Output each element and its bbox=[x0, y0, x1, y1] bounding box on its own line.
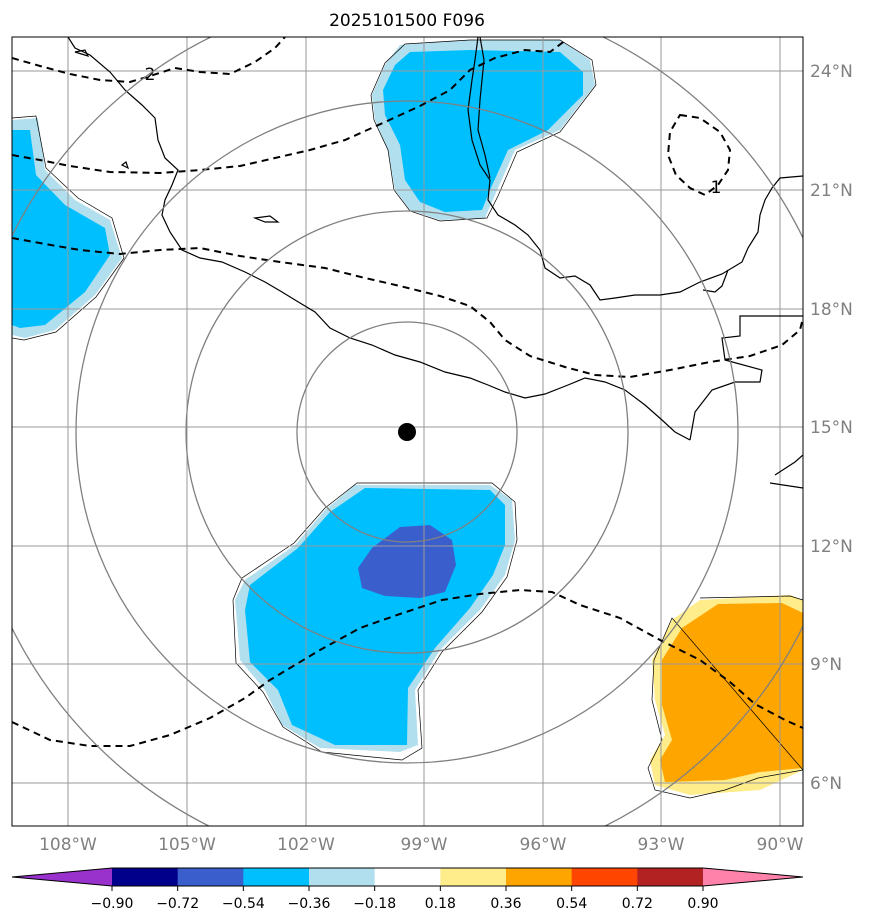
contour-label-2: 2 bbox=[145, 65, 156, 85]
map-frame bbox=[11, 36, 804, 827]
shaded-regions bbox=[12, 39, 803, 799]
colorbar-tick-label: 0.72 bbox=[622, 896, 653, 912]
figure-title: 2025101500 F096 bbox=[329, 11, 485, 31]
lon-label: 108°W bbox=[39, 835, 97, 855]
anomaly-region-southeast-core bbox=[660, 603, 803, 782]
anomaly-region-west-core bbox=[12, 130, 110, 328]
anomaly-region-north-core bbox=[383, 50, 583, 212]
colorbar: −0.90 −0.72 −0.54 −0.36 −0.18 0.18 0.36 0.54 0.7… bbox=[11, 867, 804, 912]
colorbar-extend-low bbox=[12, 868, 112, 886]
storm-center-marker bbox=[398, 423, 416, 441]
anomaly-outline-south bbox=[232, 482, 518, 761]
lat-label: 18°N bbox=[810, 300, 853, 320]
lon-label: 99°W bbox=[401, 835, 448, 855]
colorbar-tick-label: 0.54 bbox=[556, 896, 587, 912]
contour-label-1: 1 bbox=[711, 178, 722, 198]
anomaly-outline-west bbox=[12, 115, 125, 341]
colorbar-tick-label: −0.72 bbox=[156, 896, 199, 912]
lat-label: 6°N bbox=[810, 774, 842, 794]
longitude-labels: 108°W 105°W 102°W 99°W 96°W 93°W 90°W bbox=[39, 835, 804, 855]
lon-label: 93°W bbox=[638, 835, 685, 855]
colorbar-tick-label: 0.18 bbox=[425, 896, 456, 912]
colorbar-tick-label: −0.18 bbox=[353, 896, 396, 912]
colorbar-segment bbox=[177, 868, 244, 886]
colorbar-segment bbox=[440, 868, 507, 886]
anomaly-outline-north bbox=[370, 39, 597, 222]
colorbar-tick-label: −0.54 bbox=[222, 896, 265, 912]
lat-label: 9°N bbox=[810, 655, 842, 675]
coastlines bbox=[67, 37, 803, 489]
colorbar-segment bbox=[243, 868, 310, 886]
lat-label: 24°N bbox=[810, 62, 853, 82]
range-rings bbox=[12, 37, 803, 826]
colorbar-segment bbox=[506, 868, 573, 886]
colorbar-segment bbox=[112, 868, 179, 886]
map-area: 2 1 bbox=[12, 37, 803, 826]
colorbar-segment bbox=[637, 868, 704, 886]
colorbar-segment bbox=[374, 868, 441, 886]
colorbar-tick-label: 0.90 bbox=[687, 896, 718, 912]
lon-label: 90°W bbox=[757, 835, 804, 855]
lat-label: 21°N bbox=[810, 181, 853, 201]
latitude-labels: 24°N 21°N 18°N 15°N 12°N 9°N 6°N bbox=[810, 62, 853, 794]
lon-label: 96°W bbox=[520, 835, 567, 855]
colorbar-segment bbox=[571, 868, 638, 886]
anomaly-region-south-strong bbox=[358, 525, 456, 598]
colorbar-tick-label: −0.90 bbox=[91, 896, 134, 912]
lat-label: 12°N bbox=[810, 537, 853, 557]
dashed-contours bbox=[12, 37, 803, 747]
colorbar-tick-label: 0.36 bbox=[490, 896, 521, 912]
colorbar-segment bbox=[309, 868, 376, 886]
lon-label: 102°W bbox=[277, 835, 335, 855]
colorbar-extend-high bbox=[703, 868, 803, 886]
lat-label: 15°N bbox=[810, 418, 853, 438]
gridlines bbox=[12, 37, 803, 826]
lon-label: 105°W bbox=[158, 835, 216, 855]
colorbar-tick-label: −0.36 bbox=[288, 896, 331, 912]
